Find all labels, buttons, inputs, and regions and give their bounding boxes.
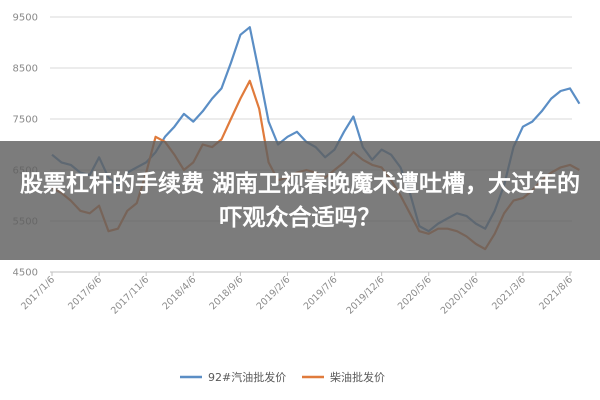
legend-label: 92#汽油批发价 xyxy=(208,370,286,384)
x-tick-label: 2020/5/6 xyxy=(396,274,434,312)
x-tick-label: 2020/10/6 xyxy=(439,274,481,316)
x-axis: 2017/1/6 2017/6/6 2017/11/6 2018/4/6 2018/9/… xyxy=(19,271,575,317)
x-tick-label: 2018/4/6 xyxy=(160,274,198,312)
x-tick-label: 2017/6/6 xyxy=(66,274,104,312)
x-tick-label: 2017/1/6 xyxy=(19,274,57,312)
y-tick-label: 8500 xyxy=(13,64,38,75)
x-tick-label: 2019/12/6 xyxy=(345,274,387,316)
legend-label: 柴油批发价 xyxy=(330,370,385,384)
y-tick-label: 4500 xyxy=(13,268,38,279)
legend: 92#汽油批发价 柴油批发价 xyxy=(180,370,385,384)
x-tick-label: 2019/2/6 xyxy=(255,274,293,312)
x-tick-label: 2021/3/6 xyxy=(490,274,528,312)
y-tick-label: 7500 xyxy=(13,115,38,126)
x-tick-label: 2019/7/6 xyxy=(302,274,340,312)
x-tick-label: 2018/9/6 xyxy=(208,274,246,312)
x-tick-label: 2021/8/6 xyxy=(537,274,575,312)
headline-text: 股票杠杆的手续费 湖南卫视春晚魔术遭吐槽，大过年的吓观众合适吗？ xyxy=(19,170,580,231)
x-tick-label: 2017/11/6 xyxy=(109,274,151,316)
y-tick-label: 9500 xyxy=(13,13,38,24)
headline-banner: 股票杠杆的手续费 湖南卫视春晚魔术遭吐槽，大过年的吓观众合适吗？ xyxy=(0,141,600,260)
